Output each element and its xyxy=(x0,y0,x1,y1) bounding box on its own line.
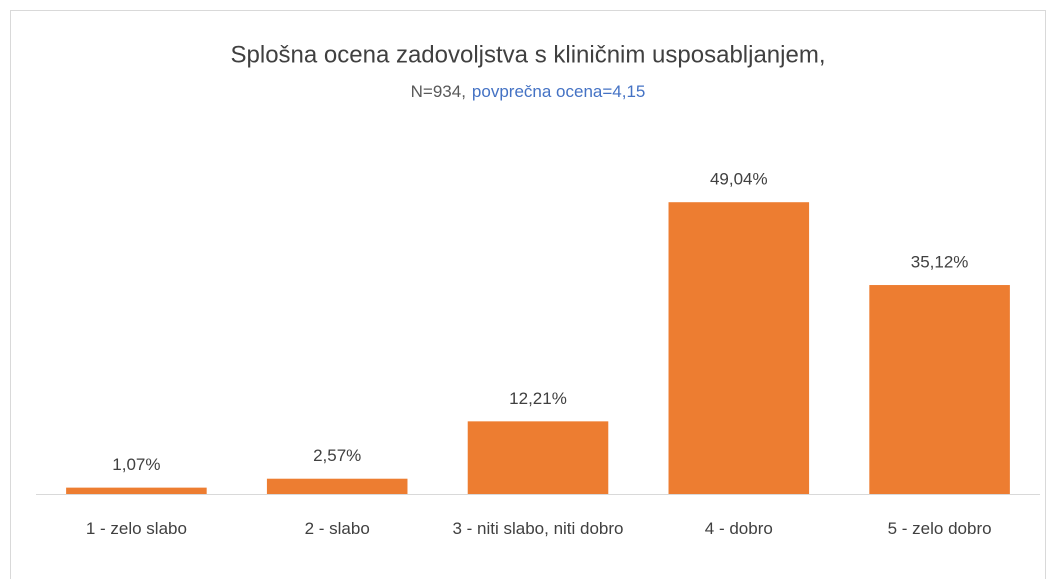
x-tick-label: 2 - slabo xyxy=(304,519,370,538)
bar xyxy=(668,202,810,494)
x-tick-label: 5 - zelo dobro xyxy=(887,519,992,538)
data-label: 12,21% xyxy=(509,389,567,408)
data-label: 35,12% xyxy=(911,253,969,272)
subtitle-highlight: povprečna ocena=4,15 xyxy=(472,82,645,101)
x-tick-label: 1 - zelo slabo xyxy=(85,519,187,538)
chart-subtitle: N=934, povprečna ocena=4,15 xyxy=(411,82,646,101)
x-tick-label: 4 - dobro xyxy=(704,519,773,538)
data-label: 49,04% xyxy=(710,170,768,189)
data-label: 2,57% xyxy=(313,446,361,465)
bar xyxy=(869,285,1010,494)
data-label: 1,07% xyxy=(112,455,160,474)
subtitle-text: N=934, xyxy=(411,82,466,101)
chart-title: Splošna ocena zadovoljstva s kliničnim u… xyxy=(231,41,826,68)
bar xyxy=(467,421,609,494)
bar xyxy=(266,478,408,494)
bar xyxy=(66,487,207,494)
x-tick-label: 3 - niti slabo, niti dobro xyxy=(452,519,624,538)
